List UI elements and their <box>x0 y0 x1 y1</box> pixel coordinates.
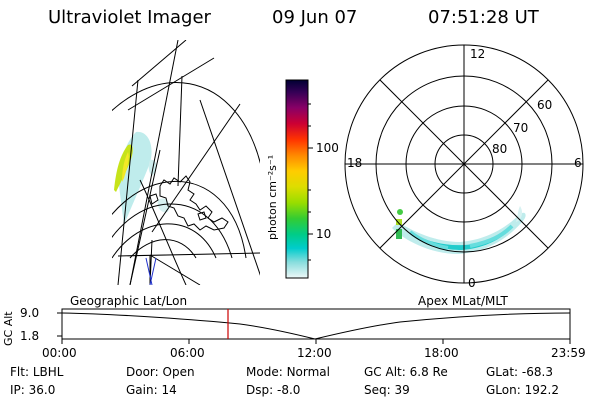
info-glon: GLon: 192.2 <box>486 383 559 397</box>
info-seq: Seq: 39 <box>364 383 410 397</box>
geographic-map <box>112 40 260 285</box>
altitude-track-plot <box>57 308 571 344</box>
mlt-label-12: 12 <box>470 47 486 61</box>
info-door: Door: Open <box>126 365 195 379</box>
info-ip: IP: 36.0 <box>10 383 56 397</box>
instrument-title: Ultraviolet Imager <box>48 7 211 28</box>
lat-label-70: 70 <box>513 121 529 135</box>
colorbar-tick-100: 100 <box>316 141 339 155</box>
mlt-label-6: 6 <box>574 156 582 170</box>
polar-plot <box>344 44 584 284</box>
gc-alt-axis-label: GC Alt <box>2 311 15 346</box>
mlt-label-0: 0 <box>468 276 476 290</box>
mlt-label-18: 18 <box>347 156 363 170</box>
info-glat: GLat: -68.3 <box>486 365 553 379</box>
time-label: 07:51:28 UT <box>428 7 539 28</box>
time-tick-1200: 12:00 <box>297 346 332 360</box>
altitude-curve <box>61 312 571 340</box>
lat-label-60: 60 <box>537 98 553 112</box>
lat-label-80: 80 <box>492 142 508 156</box>
time-tick-0600: 06:00 <box>170 346 205 360</box>
info-dsp: Dsp: -8.0 <box>246 383 301 397</box>
coastline <box>159 175 229 231</box>
info-gain: Gain: 14 <box>126 383 177 397</box>
info-gc-alt: GC Alt: 6.8 Re <box>364 365 448 379</box>
time-tick-1800: 18:00 <box>424 346 459 360</box>
colorbar-tick-10: 10 <box>316 227 332 241</box>
time-tick-2359: 23:59 <box>551 346 586 360</box>
colorbar <box>285 79 313 279</box>
colorbar-unit-label: photon cm⁻²s⁻¹ <box>266 154 279 240</box>
apex-caption: Apex MLat/MLT <box>418 294 508 308</box>
geographic-caption: Geographic Lat/Lon <box>70 294 188 308</box>
date-label: 09 Jun 07 <box>272 7 358 28</box>
alt-tick-1-8: 1.8 <box>20 329 40 343</box>
alt-tick-9: 9.0 <box>20 306 40 320</box>
time-tick-0000: 00:00 <box>42 346 77 360</box>
info-mode: Mode: Normal <box>246 365 330 379</box>
info-flt: Flt: LBHL <box>10 365 64 379</box>
